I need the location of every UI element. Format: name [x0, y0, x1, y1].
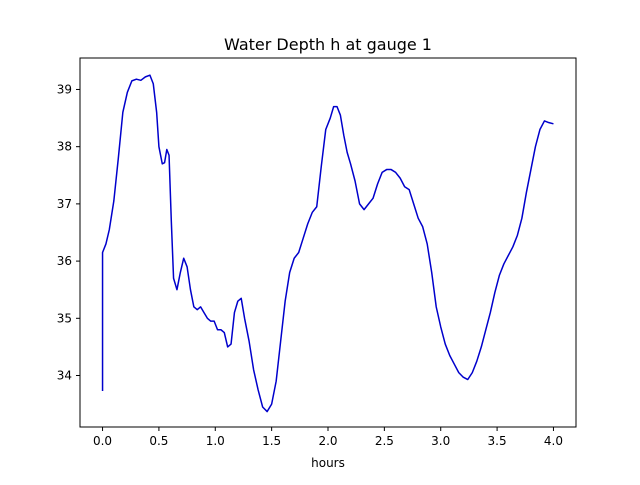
- chart-title: Water Depth h at gauge 1: [224, 35, 432, 54]
- x-tick-label: 2.0: [318, 434, 337, 448]
- plot-area: [101, 74, 554, 413]
- x-tick-label: 3.0: [431, 434, 450, 448]
- x-tick-label: 3.5: [488, 434, 507, 448]
- y-tick-label: 39: [57, 82, 72, 96]
- y-axis: 34 35 36 37 38 39: [57, 82, 80, 383]
- y-tick-label: 37: [57, 197, 72, 211]
- y-tick-label: 34: [57, 369, 72, 383]
- x-tick-label: 0.0: [93, 434, 112, 448]
- y-tick-label: 38: [57, 140, 72, 154]
- series-line-0: [101, 74, 554, 413]
- y-tick-label: 36: [57, 254, 72, 268]
- x-tick-label: 1.5: [262, 434, 281, 448]
- x-tick-label: 2.5: [375, 434, 394, 448]
- x-tick-label: 1.0: [206, 434, 225, 448]
- x-axis-label: hours: [311, 456, 345, 470]
- y-tick-label: 35: [57, 311, 72, 325]
- x-tick-label: 4.0: [544, 434, 563, 448]
- x-tick-label: 0.5: [149, 434, 168, 448]
- x-axis: 0.0 0.5 1.0 1.5 2.0 2.5 3.0 3.5 4.0: [93, 427, 563, 448]
